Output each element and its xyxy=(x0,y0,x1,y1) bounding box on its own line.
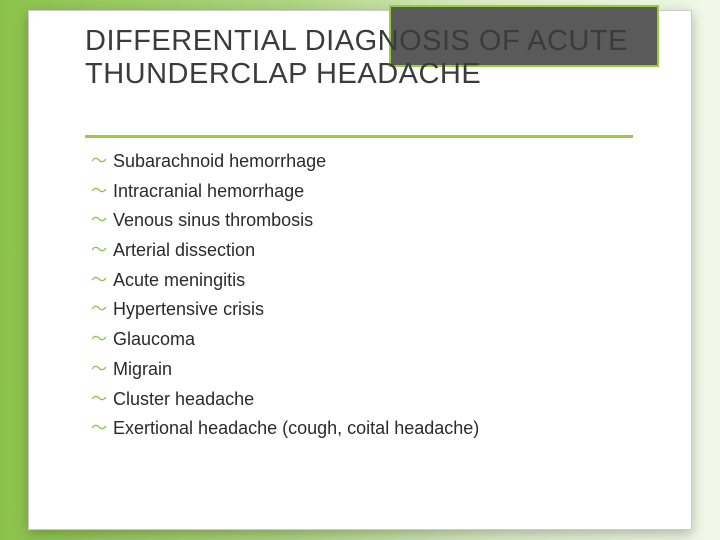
list-item: 〜 Hypertensive crisis xyxy=(91,295,651,325)
list-item-text: Subarachnoid hemorrhage xyxy=(113,147,326,177)
list-item-text: Hypertensive crisis xyxy=(113,295,264,325)
wave-bullet-icon: 〜 xyxy=(91,236,107,266)
list-item-text: Migrain xyxy=(113,355,172,385)
wave-bullet-icon: 〜 xyxy=(91,177,107,207)
wave-bullet-icon: 〜 xyxy=(91,295,107,325)
list-item: 〜 Cluster headache xyxy=(91,385,651,415)
list-item-text: Acute meningitis xyxy=(113,266,245,296)
title-underline xyxy=(85,135,633,138)
list-item-text: Venous sinus thrombosis xyxy=(113,206,313,236)
wave-bullet-icon: 〜 xyxy=(91,325,107,355)
list-item: 〜 Subarachnoid hemorrhage xyxy=(91,147,651,177)
list-item: 〜 Exertional headache (cough, coital hea… xyxy=(91,414,651,444)
list-item-text: Cluster headache xyxy=(113,385,254,415)
slide-card: DIFFERENTIAL DIAGNOSIS OF ACUTE THUNDERC… xyxy=(28,10,692,530)
bullet-list: 〜 Subarachnoid hemorrhage 〜 Intracranial… xyxy=(91,147,651,444)
list-item: 〜 Acute meningitis xyxy=(91,266,651,296)
wave-bullet-icon: 〜 xyxy=(91,385,107,415)
list-item: 〜 Glaucoma xyxy=(91,325,651,355)
slide-title: DIFFERENTIAL DIAGNOSIS OF ACUTE THUNDERC… xyxy=(85,25,665,92)
list-item-text: Intracranial hemorrhage xyxy=(113,177,304,207)
list-item: 〜 Arterial dissection xyxy=(91,236,651,266)
wave-bullet-icon: 〜 xyxy=(91,414,107,444)
list-item-text: Exertional headache (cough, coital heada… xyxy=(113,414,479,444)
list-item: 〜 Migrain xyxy=(91,355,651,385)
wave-bullet-icon: 〜 xyxy=(91,355,107,385)
wave-bullet-icon: 〜 xyxy=(91,206,107,236)
list-item-text: Arterial dissection xyxy=(113,236,255,266)
list-item: 〜 Intracranial hemorrhage xyxy=(91,177,651,207)
wave-bullet-icon: 〜 xyxy=(91,147,107,177)
wave-bullet-icon: 〜 xyxy=(91,266,107,296)
list-item-text: Glaucoma xyxy=(113,325,195,355)
list-item: 〜 Venous sinus thrombosis xyxy=(91,206,651,236)
